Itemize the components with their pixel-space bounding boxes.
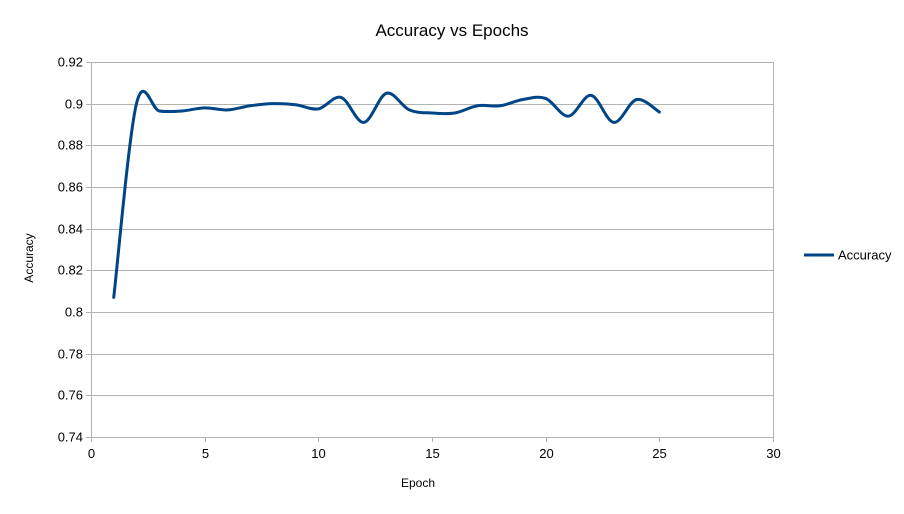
y-tick-label: 0.74 [58, 430, 83, 445]
y-tick-label: 0.86 [58, 180, 83, 195]
axes [86, 62, 774, 442]
x-tick-label: 0 [88, 446, 95, 461]
series-line-0 [112, 89, 661, 299]
x-tick-label: 20 [539, 446, 553, 461]
chart-title: Accuracy vs Epochs [375, 21, 528, 40]
series-lines [112, 89, 661, 299]
y-tick-label: 0.8 [65, 305, 83, 320]
y-tick-label: 0.82 [58, 263, 83, 278]
x-tick-label: 30 [766, 446, 780, 461]
y-tick-labels: 0.74 0.76 0.78 0.8 0.82 0.84 0.86 0.88 0.9 0.92 [58, 55, 83, 445]
x-tick-label: 25 [652, 446, 666, 461]
x-tick-label: 5 [202, 446, 209, 461]
y-axis-title: Accuracy [22, 233, 36, 282]
y-tick-label: 0.9 [65, 97, 83, 112]
legend: Accuracy [804, 248, 892, 263]
x-tick-label: 10 [311, 446, 325, 461]
y-tick-label: 0.84 [58, 222, 83, 237]
x-axis-title: Epoch [401, 476, 435, 490]
gridlines [91, 62, 773, 438]
x-tick-label: 15 [425, 446, 439, 461]
y-tick-label: 0.88 [58, 138, 83, 153]
y-tick-label: 0.78 [58, 347, 83, 362]
y-tick-label: 0.76 [58, 388, 83, 403]
y-tick-label: 0.92 [58, 55, 83, 70]
legend-label: Accuracy [838, 248, 892, 263]
x-tick-labels: 0 5 10 15 20 25 30 [88, 446, 781, 461]
